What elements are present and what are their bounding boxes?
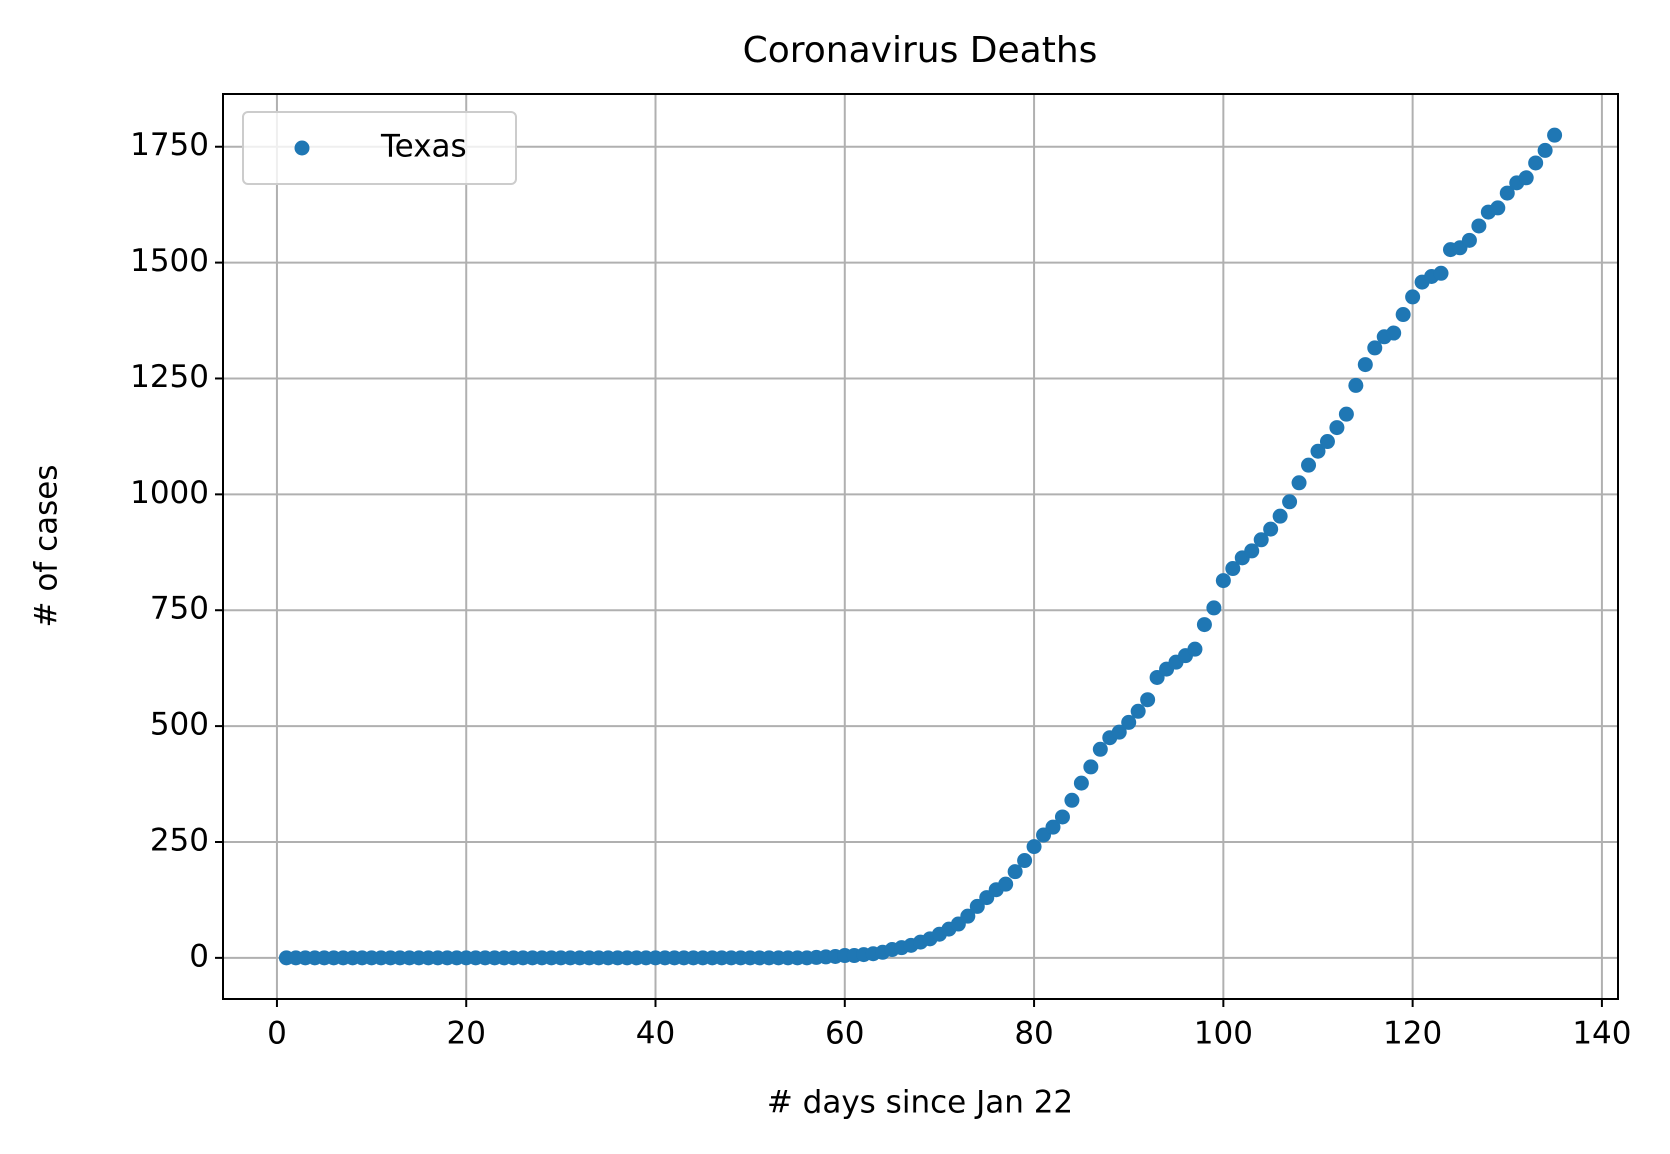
point [1499, 185, 1515, 201]
x-tick-label: 100 [1194, 1016, 1253, 1052]
y-tick-label: 1750 [130, 127, 209, 163]
point [1272, 508, 1288, 524]
chart-title: Coronavirus Deaths [743, 30, 1098, 71]
y-axis-label: # of cases [29, 465, 65, 628]
point [1064, 792, 1080, 808]
point [1518, 170, 1534, 186]
point [1263, 521, 1279, 537]
point [998, 876, 1014, 892]
point [1206, 600, 1222, 616]
y-tick-label: 250 [150, 822, 209, 858]
point [1140, 692, 1156, 708]
point [1367, 340, 1383, 356]
point [1026, 839, 1042, 855]
y-tick-label: 1250 [130, 359, 209, 395]
point [1547, 127, 1563, 143]
point [1073, 775, 1089, 791]
legend-label: Texas [380, 129, 467, 165]
point [1537, 142, 1553, 158]
point [1319, 434, 1335, 450]
legend-marker [294, 140, 310, 156]
point [960, 908, 976, 924]
x-tick-label: 40 [636, 1016, 675, 1052]
point [1007, 864, 1023, 880]
x-tick-label: 0 [267, 1016, 287, 1052]
point [1357, 357, 1373, 373]
point [1282, 494, 1298, 510]
point [1338, 406, 1354, 422]
point [969, 898, 985, 914]
x-tick-label: 120 [1383, 1016, 1442, 1052]
y-tick-label: 750 [150, 591, 209, 627]
point [1291, 475, 1307, 491]
point [1187, 641, 1203, 657]
point [1528, 155, 1544, 171]
y-tick-label: 1000 [130, 475, 209, 511]
y-tick-label: 0 [189, 938, 209, 974]
point [1301, 457, 1317, 473]
plot-frame [222, 93, 1619, 1000]
point [1471, 218, 1487, 234]
point [1253, 532, 1269, 548]
point [1490, 200, 1506, 216]
point [1386, 325, 1402, 341]
point [1121, 714, 1137, 730]
point [1433, 265, 1449, 281]
point [1196, 617, 1212, 633]
point [1244, 543, 1260, 559]
point [1348, 377, 1364, 393]
x-tick-label: 140 [1572, 1016, 1631, 1052]
y-tick-label: 1500 [130, 243, 209, 279]
point [1461, 232, 1477, 248]
legend-box [242, 111, 517, 185]
x-tick-label: 20 [446, 1016, 485, 1052]
point [1045, 819, 1061, 835]
point [1083, 759, 1099, 775]
y-tick-label: 500 [150, 707, 209, 743]
x-axis-label: # days since Jan 22 [767, 1085, 1073, 1121]
point [1130, 703, 1146, 719]
point [1215, 573, 1231, 589]
point [1395, 307, 1411, 323]
x-tick-label: 80 [1014, 1016, 1053, 1052]
point [1405, 289, 1421, 305]
point [1329, 420, 1345, 436]
point [1111, 724, 1127, 740]
point [1310, 443, 1326, 459]
point [1054, 809, 1070, 825]
point [1092, 741, 1108, 757]
point [1017, 853, 1033, 869]
x-tick-label: 60 [825, 1016, 864, 1052]
point [1225, 561, 1241, 577]
